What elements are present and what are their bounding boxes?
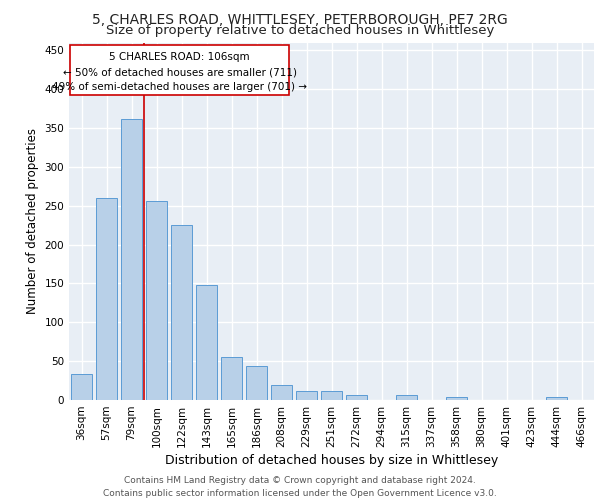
Bar [321,392,342,400]
Bar [121,118,142,400]
Text: Size of property relative to detached houses in Whittlesey: Size of property relative to detached ho… [106,24,494,37]
Bar [171,225,192,400]
Y-axis label: Number of detached properties: Number of detached properties [26,128,39,314]
Bar [446,397,467,400]
Bar [146,201,167,400]
Bar [396,396,417,400]
Bar [346,394,367,400]
Bar [71,374,92,400]
Bar [546,397,567,400]
Text: 5, CHARLES ROAD, WHITTLESEY, PETERBOROUGH, PE7 2RG: 5, CHARLES ROAD, WHITTLESEY, PETERBOROUG… [92,12,508,26]
Bar [96,198,117,400]
Text: ← 50% of detached houses are smaller (711): ← 50% of detached houses are smaller (71… [62,67,296,77]
Bar [246,366,267,400]
X-axis label: Distribution of detached houses by size in Whittlesey: Distribution of detached houses by size … [165,454,498,467]
Text: 49% of semi-detached houses are larger (701) →: 49% of semi-detached houses are larger (… [52,82,307,92]
Bar [296,392,317,400]
Bar [221,358,242,400]
FancyBboxPatch shape [70,45,289,94]
Text: 5 CHARLES ROAD: 106sqm: 5 CHARLES ROAD: 106sqm [109,52,250,62]
Text: Contains HM Land Registry data © Crown copyright and database right 2024.
Contai: Contains HM Land Registry data © Crown c… [103,476,497,498]
Bar [196,285,217,400]
Bar [271,385,292,400]
